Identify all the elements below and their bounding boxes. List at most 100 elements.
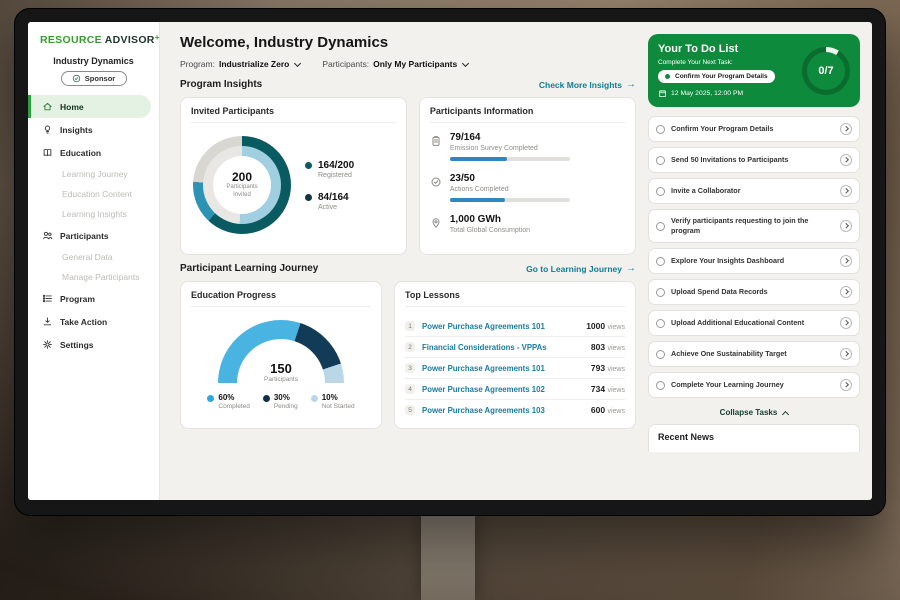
task-checkbox[interactable]: [656, 287, 665, 297]
task-item[interactable]: Complete Your Learning Journey: [648, 372, 860, 399]
legend-item-pending: 30% Pending: [262, 393, 298, 410]
todo-progress-value: 0/7: [807, 51, 845, 90]
sidebar-item-settings[interactable]: Settings: [28, 333, 159, 356]
lesson-views: 1000 views: [586, 321, 625, 331]
sidebar-item-participants[interactable]: Participants: [28, 224, 159, 247]
task-checkbox[interactable]: [656, 349, 665, 359]
lesson-row[interactable]: 3 Power Purchase Agreements 101 793 view…: [405, 358, 625, 379]
task-checkbox[interactable]: [656, 256, 665, 266]
sidebar-item-education-content[interactable]: Education Content: [28, 184, 159, 204]
task-open-button[interactable]: [840, 317, 852, 330]
gauge-center-value: 150: [270, 361, 292, 376]
task-open-button[interactable]: [840, 220, 852, 233]
sidebar-item-label: Take Action: [60, 316, 108, 327]
lesson-row[interactable]: 5 Power Purchase Agreements 103 600 view…: [405, 400, 625, 420]
lesson-title-link[interactable]: Power Purchase Agreements 101: [422, 363, 545, 373]
invited-donut-chart: 200 Participants Invited: [193, 136, 291, 234]
sidebar-item-general-data[interactable]: General Data: [28, 247, 159, 267]
task-item[interactable]: Upload Spend Data Records: [648, 279, 860, 306]
lesson-views-count: 600: [590, 405, 606, 415]
task-item[interactable]: Invite a Collaborator: [648, 178, 860, 204]
task-item[interactable]: Verify participants requesting to join t…: [648, 209, 860, 244]
sidebar-item-take-action[interactable]: Take Action: [28, 310, 159, 333]
sidebar-item-insights[interactable]: Insights: [28, 118, 159, 141]
sidebar-item-label: Home: [60, 101, 84, 112]
sidebar-item-label: Participants: [60, 230, 109, 241]
gear-icon: [42, 339, 53, 350]
sidebar-item-label: Manage Participants: [62, 272, 140, 282]
info-value: 1,000 GWh: [449, 214, 502, 225]
sidebar-item-home[interactable]: Home: [28, 95, 151, 118]
sidebar-item-education[interactable]: Education: [28, 141, 159, 164]
task-item[interactable]: Upload Additional Educational Content: [648, 310, 860, 337]
arrow-right-icon: →: [626, 78, 636, 90]
legend-value: 84/164: [318, 191, 349, 203]
collapse-tasks-button[interactable]: Collapse Tasks: [648, 403, 860, 424]
todo-subtitle: Complete Your Next Task:: [658, 59, 733, 66]
sponsor-badge[interactable]: Sponsor: [60, 71, 127, 86]
task-checkbox[interactable]: [656, 124, 665, 134]
program-filter-dropdown[interactable]: Program: Industrialize Zero: [180, 59, 302, 69]
lesson-title-link[interactable]: Power Purchase Agreements 101: [422, 321, 545, 331]
task-checkbox[interactable]: [656, 380, 665, 390]
task-list: Confirm Your Program Details Send 50 Inv…: [648, 116, 860, 403]
task-checkbox[interactable]: [656, 318, 665, 328]
task-label: Confirm Your Program Details: [671, 123, 774, 133]
task-item[interactable]: Explore Your Insights Dashboard: [648, 248, 860, 275]
sidebar-item-manage-participants[interactable]: Manage Participants: [28, 267, 159, 287]
task-label: Verify participants requesting to join t…: [671, 216, 809, 236]
task-item[interactable]: Confirm Your Program Details: [648, 116, 860, 142]
chevron-right-icon: [843, 223, 848, 229]
donut-center-value: 200: [231, 170, 253, 185]
sidebar-nav: Home Insights Education Learning Journey…: [28, 95, 159, 356]
check-more-insights-link[interactable]: Check More Insights →: [539, 78, 636, 90]
todo-column: Your To Do List Complete Your Next Task:…: [648, 34, 860, 500]
chevron-right-icon: [843, 258, 848, 264]
lesson-views-count: 1000: [586, 321, 606, 331]
task-open-button[interactable]: [840, 185, 852, 197]
task-checkbox[interactable]: [656, 155, 665, 165]
legend-value: 10%: [321, 393, 338, 402]
task-item[interactable]: Send 50 Invitations to Participants: [648, 147, 860, 173]
participants-filter-dropdown[interactable]: Participants: Only My Participants: [322, 59, 470, 69]
task-label: Invite a Collaborator: [671, 185, 741, 195]
todo-next-task-pill[interactable]: Confirm Your Program Details: [658, 70, 775, 83]
lesson-title-link[interactable]: Power Purchase Agreements 103: [422, 405, 545, 415]
gauge-center-label: Participants: [264, 376, 298, 383]
go-to-learning-journey-link[interactable]: Go to Learning Journey →: [526, 262, 636, 274]
sidebar-item-label: Learning Insights: [62, 209, 127, 219]
task-open-button[interactable]: [840, 348, 852, 361]
task-checkbox[interactable]: [656, 186, 665, 196]
lesson-row[interactable]: 1 Power Purchase Agreements 101 1000 vie…: [405, 316, 625, 337]
task-open-button[interactable]: [840, 286, 852, 299]
task-open-button[interactable]: [840, 123, 852, 135]
invited-participants-card: Invited Participants 200 Participants In…: [180, 97, 407, 255]
task-open-button[interactable]: [840, 255, 852, 268]
participants-filter-value: Only My Participants: [373, 59, 458, 69]
chevron-right-icon: [843, 157, 848, 163]
lesson-views: 793 views: [591, 363, 625, 373]
task-label: Complete Your Learning Journey: [671, 380, 784, 390]
task-checkbox[interactable]: [656, 221, 665, 231]
sidebar-item-learning-insights[interactable]: Learning Insights: [28, 204, 159, 224]
info-label: Total Global Consumption: [449, 227, 531, 234]
task-open-button[interactable]: [840, 154, 852, 166]
lesson-row[interactable]: 4 Power Purchase Agreements 102 734 view…: [405, 379, 625, 400]
donut-center-label: Participants Invited: [226, 184, 258, 198]
sidebar-item-learning-journey[interactable]: Learning Journey: [28, 164, 159, 184]
section-title: Participant Learning Journey: [180, 263, 319, 274]
donut-center: 200 Participants Invited: [213, 156, 271, 214]
progress-bar: [449, 157, 570, 161]
lesson-title-link[interactable]: Financial Considerations - VPPAs: [422, 342, 547, 352]
org-name: Industry Dynamics: [53, 56, 134, 66]
arrow-right-icon: →: [626, 262, 636, 274]
home-icon: [42, 101, 53, 112]
task-open-button[interactable]: [840, 379, 852, 392]
logo-part-1: RESOURCE: [40, 34, 102, 46]
sidebar-item-program[interactable]: Program: [28, 287, 159, 310]
sponsor-check-icon: [72, 74, 81, 83]
task-item[interactable]: Achieve One Sustainability Target: [648, 341, 860, 368]
learning-cards-row: Education Progress 150 Participants: [180, 281, 636, 429]
lesson-title-link[interactable]: Power Purchase Agreements 102: [422, 384, 545, 394]
lesson-row[interactable]: 2 Financial Considerations - VPPAs 803 v…: [405, 337, 625, 358]
